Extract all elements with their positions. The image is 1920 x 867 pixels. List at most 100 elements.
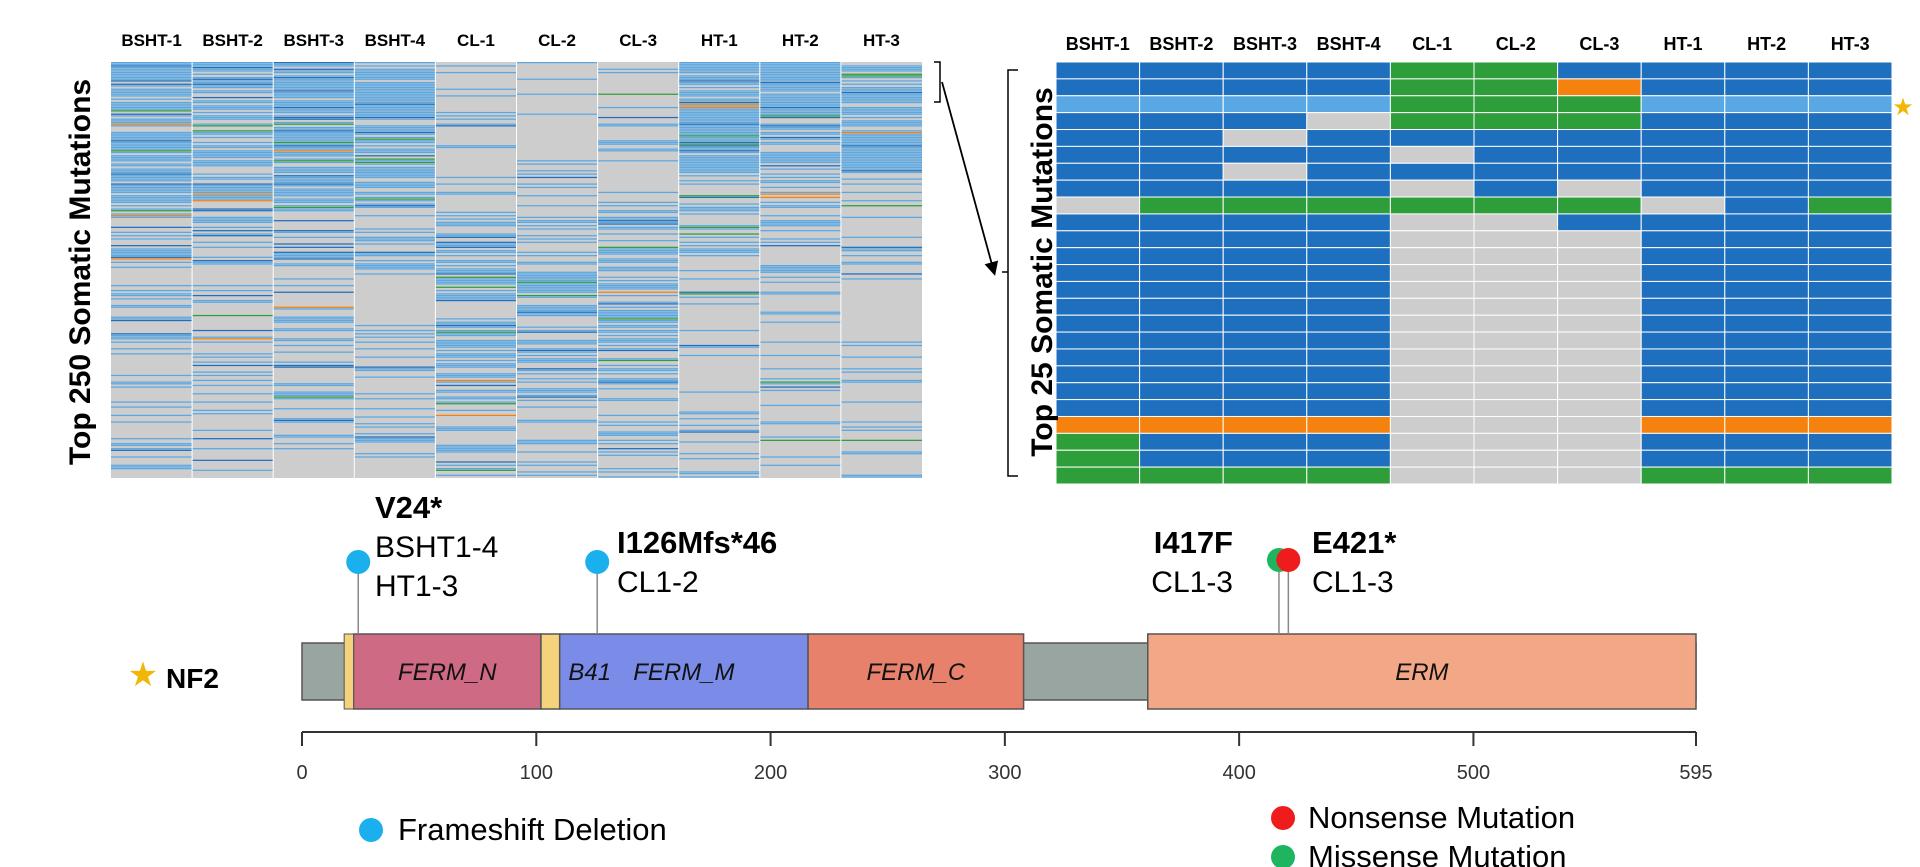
right-cell-wildtype: [1306, 112, 1391, 131]
right-cell-frameshift: [1473, 145, 1559, 164]
right-header-bsht-1: BSHT-1: [1066, 34, 1130, 54]
left-cell: [273, 220, 355, 222]
left-cell: [516, 93, 598, 95]
right-cell-frameshift: [1724, 331, 1809, 350]
left-header-ht-1: HT-1: [701, 31, 738, 50]
left-cell: [678, 143, 760, 145]
left-cell: [111, 338, 193, 340]
left-cell: [435, 183, 517, 185]
left-cell: [354, 116, 436, 119]
left-cell: [192, 289, 274, 292]
left-cell: [678, 148, 760, 150]
right-cell-frameshift: [1807, 348, 1893, 367]
left-cell: [273, 351, 355, 353]
right-cell-wildtype: [1557, 264, 1642, 282]
left-cell: [597, 223, 679, 225]
left-cell: [354, 228, 436, 230]
left-cell: [759, 456, 841, 458]
domain-label-ferm-n: FERM_N: [398, 659, 497, 686]
left-cell: [111, 78, 193, 80]
left-cell: [597, 431, 679, 433]
left-cell: [111, 341, 193, 343]
left-cell: [840, 138, 922, 140]
left-cell: [759, 96, 841, 99]
left-cell: [354, 333, 436, 335]
left-cell: [840, 371, 922, 373]
left-cell: [516, 228, 598, 230]
left-cell: [516, 381, 598, 383]
domain-label-ferm-m: FERM_M: [633, 659, 734, 686]
left-cell: [597, 303, 679, 305]
left-cell: [759, 101, 841, 104]
right-cell-frameshift: [1306, 78, 1391, 97]
left-cell: [516, 443, 598, 445]
left-cell: [678, 111, 760, 114]
left-cell: [840, 163, 922, 165]
left-cell: [273, 118, 355, 120]
right-cell-nonsense: [1055, 415, 1141, 434]
left-cell: [273, 128, 355, 130]
left-cell: [678, 141, 760, 144]
left-cell: [111, 145, 193, 147]
left-cell: [111, 438, 193, 440]
left-cell: [597, 424, 679, 426]
right-cell-wildtype: [1557, 348, 1642, 367]
left-cell: [435, 270, 517, 272]
left-cell: [435, 88, 517, 90]
left-cell: [840, 95, 922, 97]
left-cell: [435, 363, 517, 365]
left-cell: [678, 125, 760, 127]
left-cell: [516, 306, 598, 308]
left-cell: [597, 451, 679, 453]
right-cell-missense: [1557, 95, 1642, 114]
right-cell-frameshift: [1640, 129, 1726, 147]
right-cell-frameshift: [1640, 331, 1726, 350]
left-cell: [678, 135, 760, 137]
left-cell: [435, 356, 517, 358]
left-cell: [192, 429, 274, 431]
left-cell: [273, 123, 355, 125]
left-cell: [597, 210, 679, 212]
right-cell-wildtype: [1473, 399, 1559, 417]
left-cell: [273, 176, 355, 179]
left-cell: [273, 198, 355, 200]
left-cell: [354, 408, 436, 410]
left-cell: [678, 140, 760, 142]
left-cell: [192, 145, 274, 147]
left-cell: [354, 133, 436, 135]
right-cell-frameshift: [1306, 314, 1391, 333]
left-cell: [435, 451, 517, 453]
left-cell: [678, 226, 760, 228]
left-cell: [840, 121, 922, 124]
right-cell-missense: [1389, 95, 1475, 114]
left-header-bsht-3: BSHT-3: [284, 31, 344, 50]
left-cell: [435, 268, 517, 270]
left-cell: [354, 426, 436, 428]
left-cell: [759, 201, 841, 204]
left-cell: [111, 261, 193, 263]
left-cell: [840, 101, 922, 104]
left-cell: [111, 205, 193, 207]
domain-ferm-m: [558, 633, 809, 710]
right-cell-wildtype: [1389, 145, 1475, 164]
right-cell-frameshift: [1222, 297, 1308, 316]
left-cell: [273, 393, 355, 395]
left-cell: [597, 349, 679, 352]
left-cell: [840, 125, 922, 127]
left-cell: [273, 185, 355, 187]
left-cell: [759, 270, 841, 272]
left-cell: [678, 165, 760, 167]
right-cell-wildtype: [1473, 314, 1559, 333]
mutation-label: I126Mfs*46: [617, 525, 777, 560]
left-cell: [435, 449, 517, 451]
right-cell-frameshift: [1306, 382, 1391, 401]
left-cell: [111, 226, 193, 228]
left-cell: [597, 314, 679, 317]
left-cell: [516, 205, 598, 207]
left-cell: [435, 373, 517, 375]
left-cell: [759, 100, 841, 102]
left-cell: [759, 225, 841, 227]
right-cell-wildtype: [1473, 297, 1559, 316]
left-cell: [759, 106, 841, 109]
left-cell: [111, 406, 193, 408]
